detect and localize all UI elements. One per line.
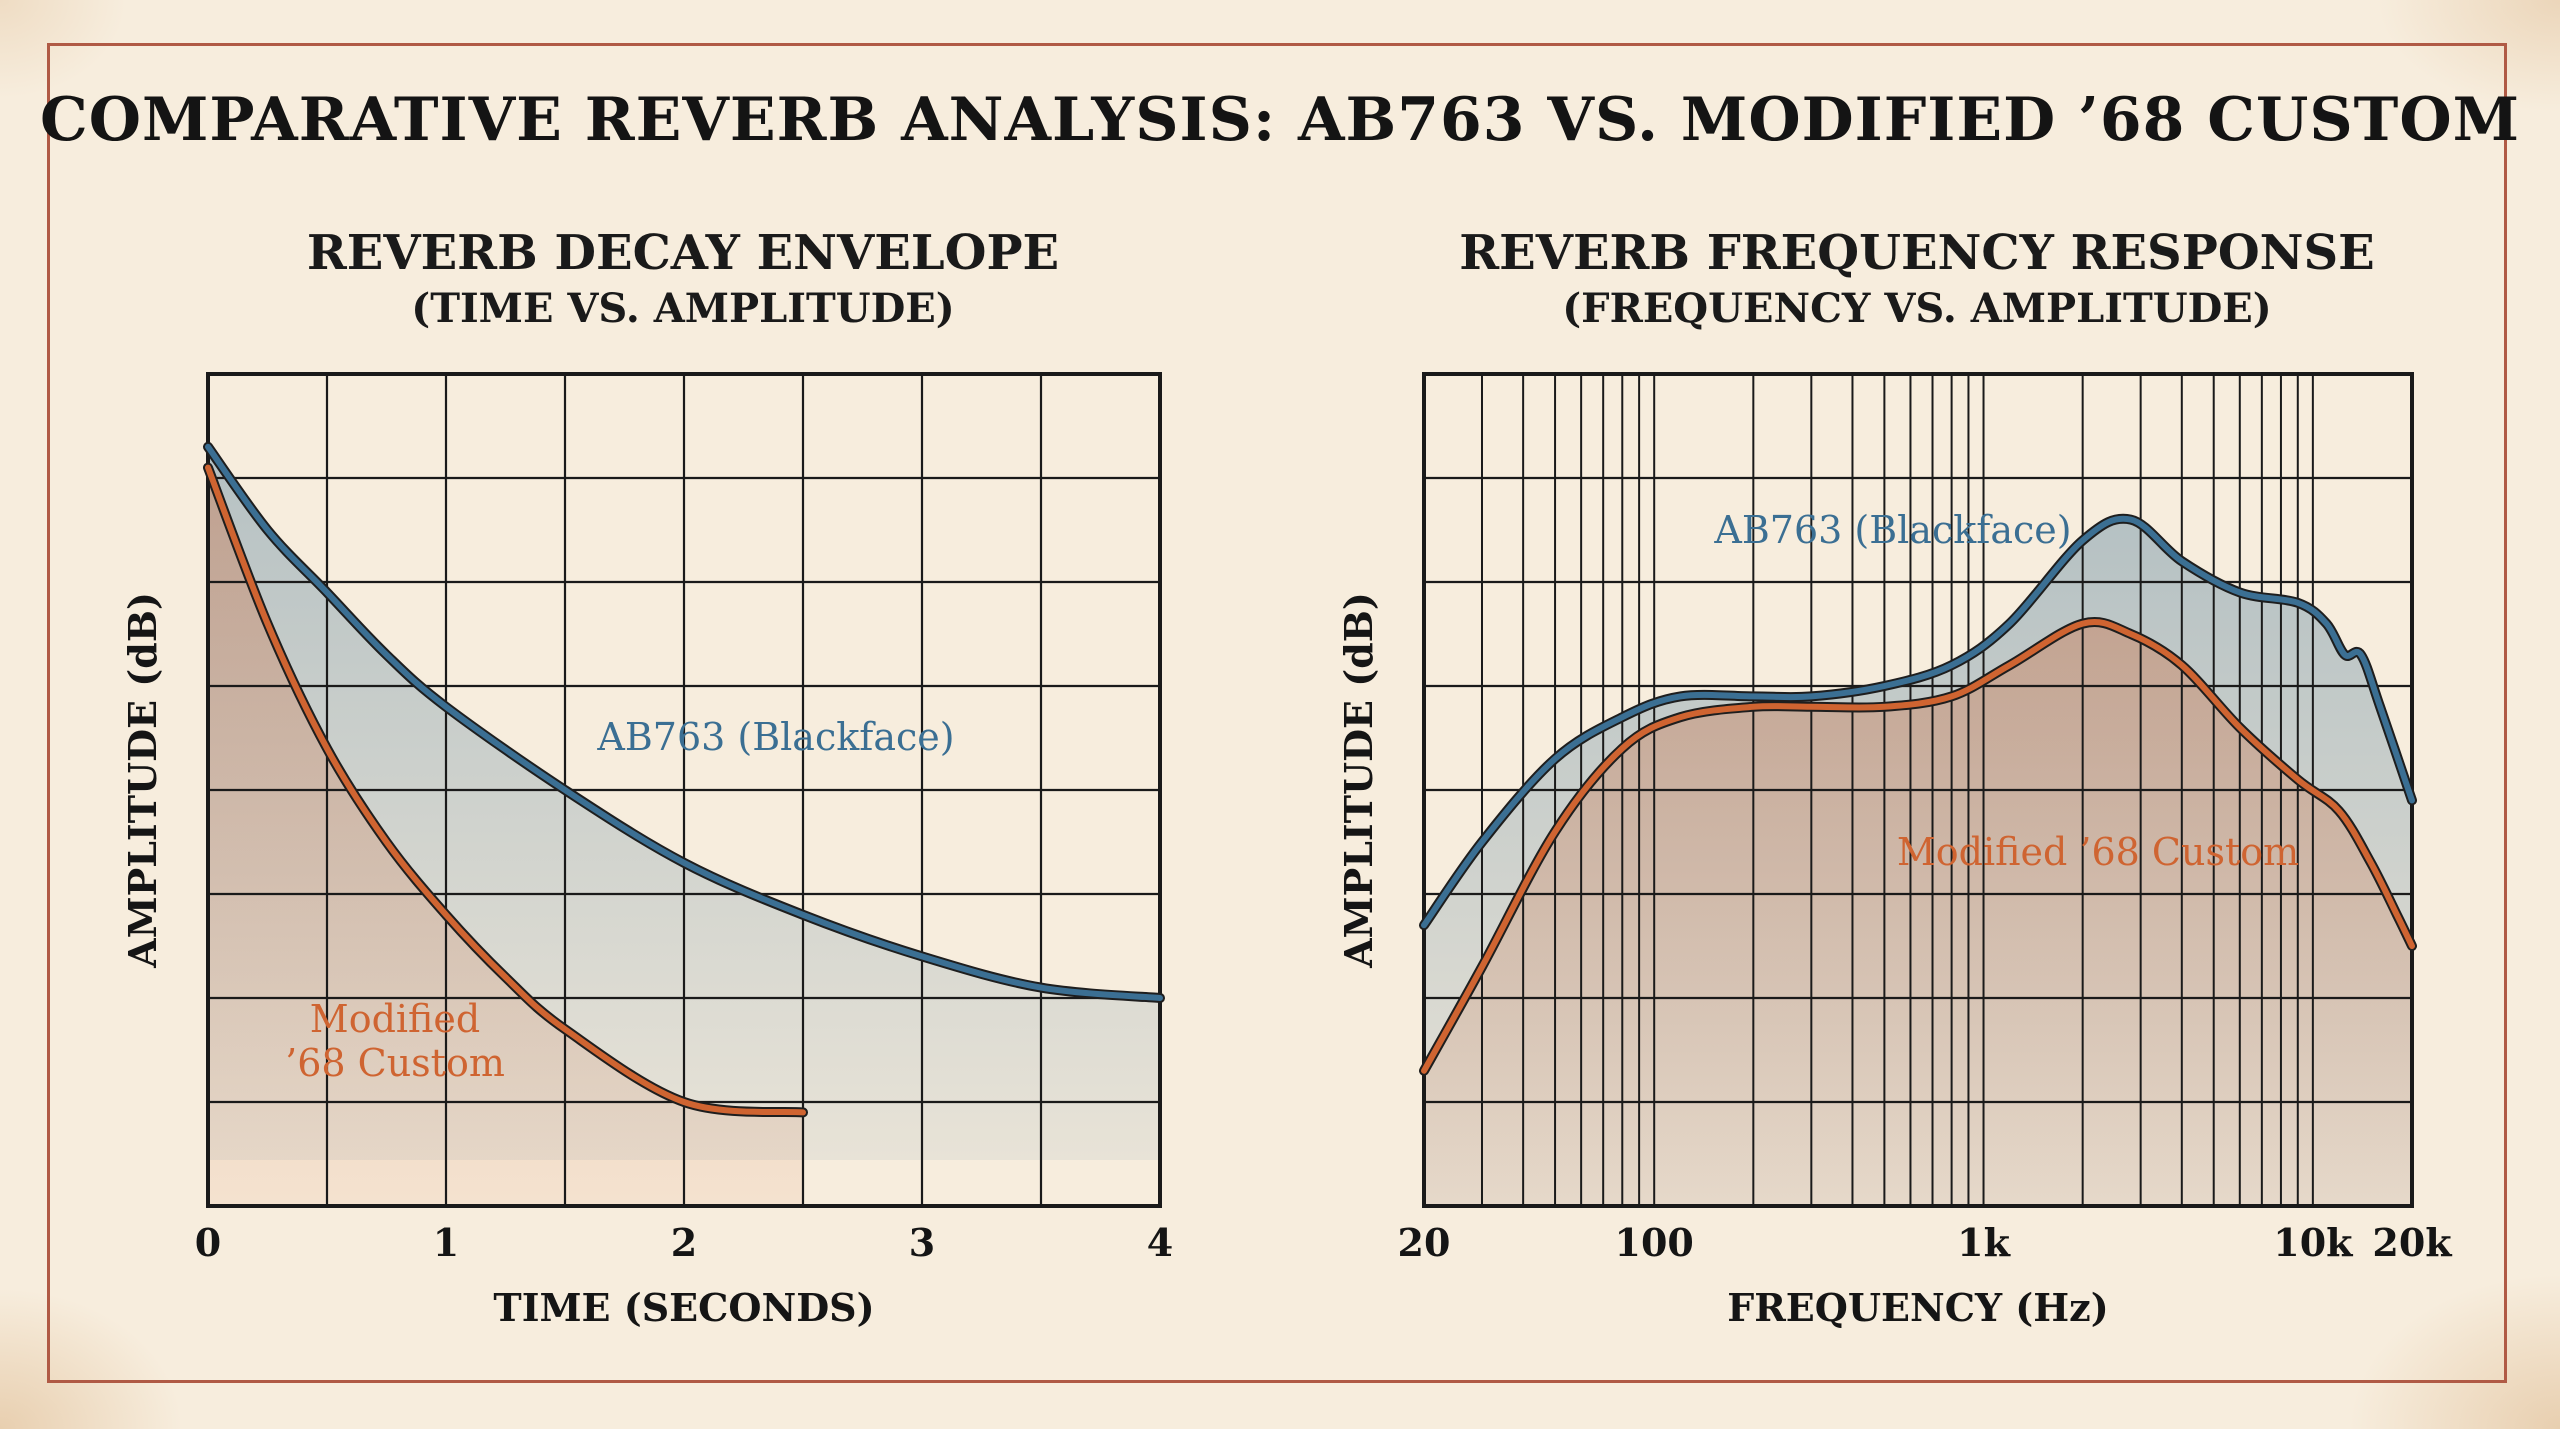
left-chart-title: REVERB DECAY ENVELOPE [306, 225, 1060, 281]
x-tick-label: 4 [1147, 1220, 1173, 1265]
right-chart-title: REVERB FREQUENCY RESPONSE [1459, 225, 2375, 281]
series-1-line [205, 443, 1163, 1001]
x-axis-title: FREQUENCY (Hz) [1727, 1285, 2109, 1330]
plot-border [206, 372, 1162, 1208]
y-axis-title: AMPLITUDE (dB) [120, 592, 165, 969]
x-axis-title: TIME (SECONDS) [493, 1285, 874, 1330]
series-2-line [1421, 619, 2415, 1074]
series-2-label: Modified ’68 Custom [1897, 830, 2299, 874]
right-chart-subtitle: (FREQUENCY VS. AMPLITUDE) [1562, 285, 2272, 332]
x-tick-label: 100 [1615, 1220, 1694, 1265]
series-1-label: AB763 (Blackface) [1713, 508, 2071, 552]
x-tick-label: 20 [1398, 1220, 1451, 1265]
series-1-label: AB763 (Blackface) [596, 715, 954, 759]
y-axis-title: AMPLITUDE (dB) [1336, 592, 1381, 969]
series-2-label: Modified ’68 Custom [285, 997, 505, 1085]
x-tick-label: 2 [671, 1220, 697, 1265]
series-2-line [205, 464, 806, 1116]
x-tick-label: 10k [2273, 1220, 2353, 1265]
x-tick-label: 0 [195, 1220, 221, 1265]
left-chart-subtitle: (TIME VS. AMPLITUDE) [411, 285, 955, 332]
series-2-fill [1424, 622, 2412, 1206]
x-tick-label: 1k [1957, 1220, 2010, 1265]
series-2-fill [208, 467, 803, 1207]
x-tick-label: 20k [2372, 1220, 2452, 1265]
x-tick-label: 3 [909, 1220, 935, 1265]
series-1-line [1421, 515, 2415, 929]
main-title: COMPARATIVE REVERB ANALYSIS: AB763 VS. M… [39, 85, 2521, 155]
x-tick-label: 1 [433, 1220, 459, 1265]
page-frame [47, 43, 2507, 1383]
